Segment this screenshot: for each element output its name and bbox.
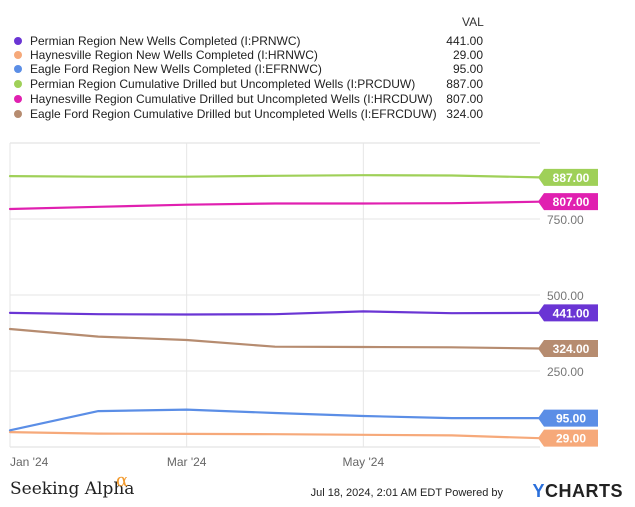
legend-dot xyxy=(14,65,22,73)
series-end-label-5: 324.00 xyxy=(553,342,590,356)
x-tick-label: Mar '24 xyxy=(167,455,207,469)
line-chart: 250.00 500.00 750.00 Jan '24 Mar '24 May '24 4… xyxy=(8,142,598,469)
legend-dot xyxy=(14,95,22,103)
series-line-3 xyxy=(8,174,542,179)
series-end-badge-3 xyxy=(538,168,598,186)
legend-value: 441.00 xyxy=(446,34,483,48)
legend-dot xyxy=(14,110,22,118)
series-end-badge-0 xyxy=(538,304,598,322)
legend-label: Permian Region Cumulative Drilled but Un… xyxy=(30,77,416,91)
legend-label: Permian Region New Wells Completed (I:PR… xyxy=(30,34,301,48)
legend-label: Haynesville Region Cumulative Drilled bu… xyxy=(30,92,433,106)
series-end-badge-1 xyxy=(538,429,598,447)
legend-value: 324.00 xyxy=(446,107,483,121)
ycharts-logo[interactable]: YCHARTS xyxy=(532,481,623,502)
series-end-badge-5 xyxy=(538,340,598,358)
series-line-2 xyxy=(8,408,542,432)
series-line-1 xyxy=(8,431,542,440)
legend-value: 887.00 xyxy=(446,77,483,91)
legend-value: 29.00 xyxy=(452,48,483,62)
series-end-badge-2 xyxy=(538,409,598,427)
series-end-label-2: 95.00 xyxy=(556,412,586,426)
legend-item-hrcduw[interactable]: Haynesville Region Cumulative Drilled bu… xyxy=(0,91,635,108)
y-tick-label: 250.00 xyxy=(547,365,584,379)
series-end-label-4: 807.00 xyxy=(553,195,590,209)
legend-value: 807.00 xyxy=(446,92,483,106)
seeking-alpha-logo: Seeking Alpha xyxy=(10,479,135,499)
series-end-badge-4 xyxy=(538,193,598,211)
series-line-4 xyxy=(8,200,542,211)
chart-legend: VAL Permian Region New Wells Completed (… xyxy=(0,0,635,130)
ycharts-y-mark: Y xyxy=(532,481,545,501)
legend-header: VAL xyxy=(462,15,484,29)
legend-item-efrcduw[interactable]: Eagle Ford Region Cumulative Drilled but… xyxy=(0,106,635,123)
legend-dot xyxy=(14,80,22,88)
legend-item-hrnwc[interactable]: Haynesville Region New Wells Completed (… xyxy=(0,47,635,64)
legend-item-prcduw[interactable]: Permian Region Cumulative Drilled but Un… xyxy=(0,76,635,93)
y-tick-label: 750.00 xyxy=(547,213,584,227)
seeking-alpha-alpha-icon: α xyxy=(116,470,129,491)
timestamp: Jul 18, 2024, 2:01 AM EDT Powered by xyxy=(310,487,503,499)
ycharts-wordmark: CHARTS xyxy=(545,481,623,501)
series-line-0 xyxy=(8,310,542,316)
legend-dot xyxy=(14,51,22,59)
legend-item-efrnwc[interactable]: Eagle Ford Region New Wells Completed (I… xyxy=(0,61,635,78)
series-end-label-3: 887.00 xyxy=(553,171,590,185)
legend-dot xyxy=(14,37,22,45)
series-line-5 xyxy=(8,327,542,350)
series-end-label-1: 29.00 xyxy=(556,432,586,446)
legend-label: Eagle Ford Region New Wells Completed (I… xyxy=(30,62,322,76)
legend-label: Eagle Ford Region Cumulative Drilled but… xyxy=(30,107,437,121)
legend-item-prnwc[interactable]: Permian Region New Wells Completed (I:PR… xyxy=(0,33,635,50)
series-end-label-0: 441.00 xyxy=(553,306,590,320)
x-tick-label: Jan '24 xyxy=(10,455,49,469)
legend-label: Haynesville Region New Wells Completed (… xyxy=(30,48,318,62)
x-tick-label: May '24 xyxy=(343,455,385,469)
chart-footer: Seeking Alpha α Jul 18, 2024, 2:01 AM ED… xyxy=(0,470,635,507)
y-tick-label: 500.00 xyxy=(547,289,584,303)
legend-value: 95.00 xyxy=(452,62,483,76)
